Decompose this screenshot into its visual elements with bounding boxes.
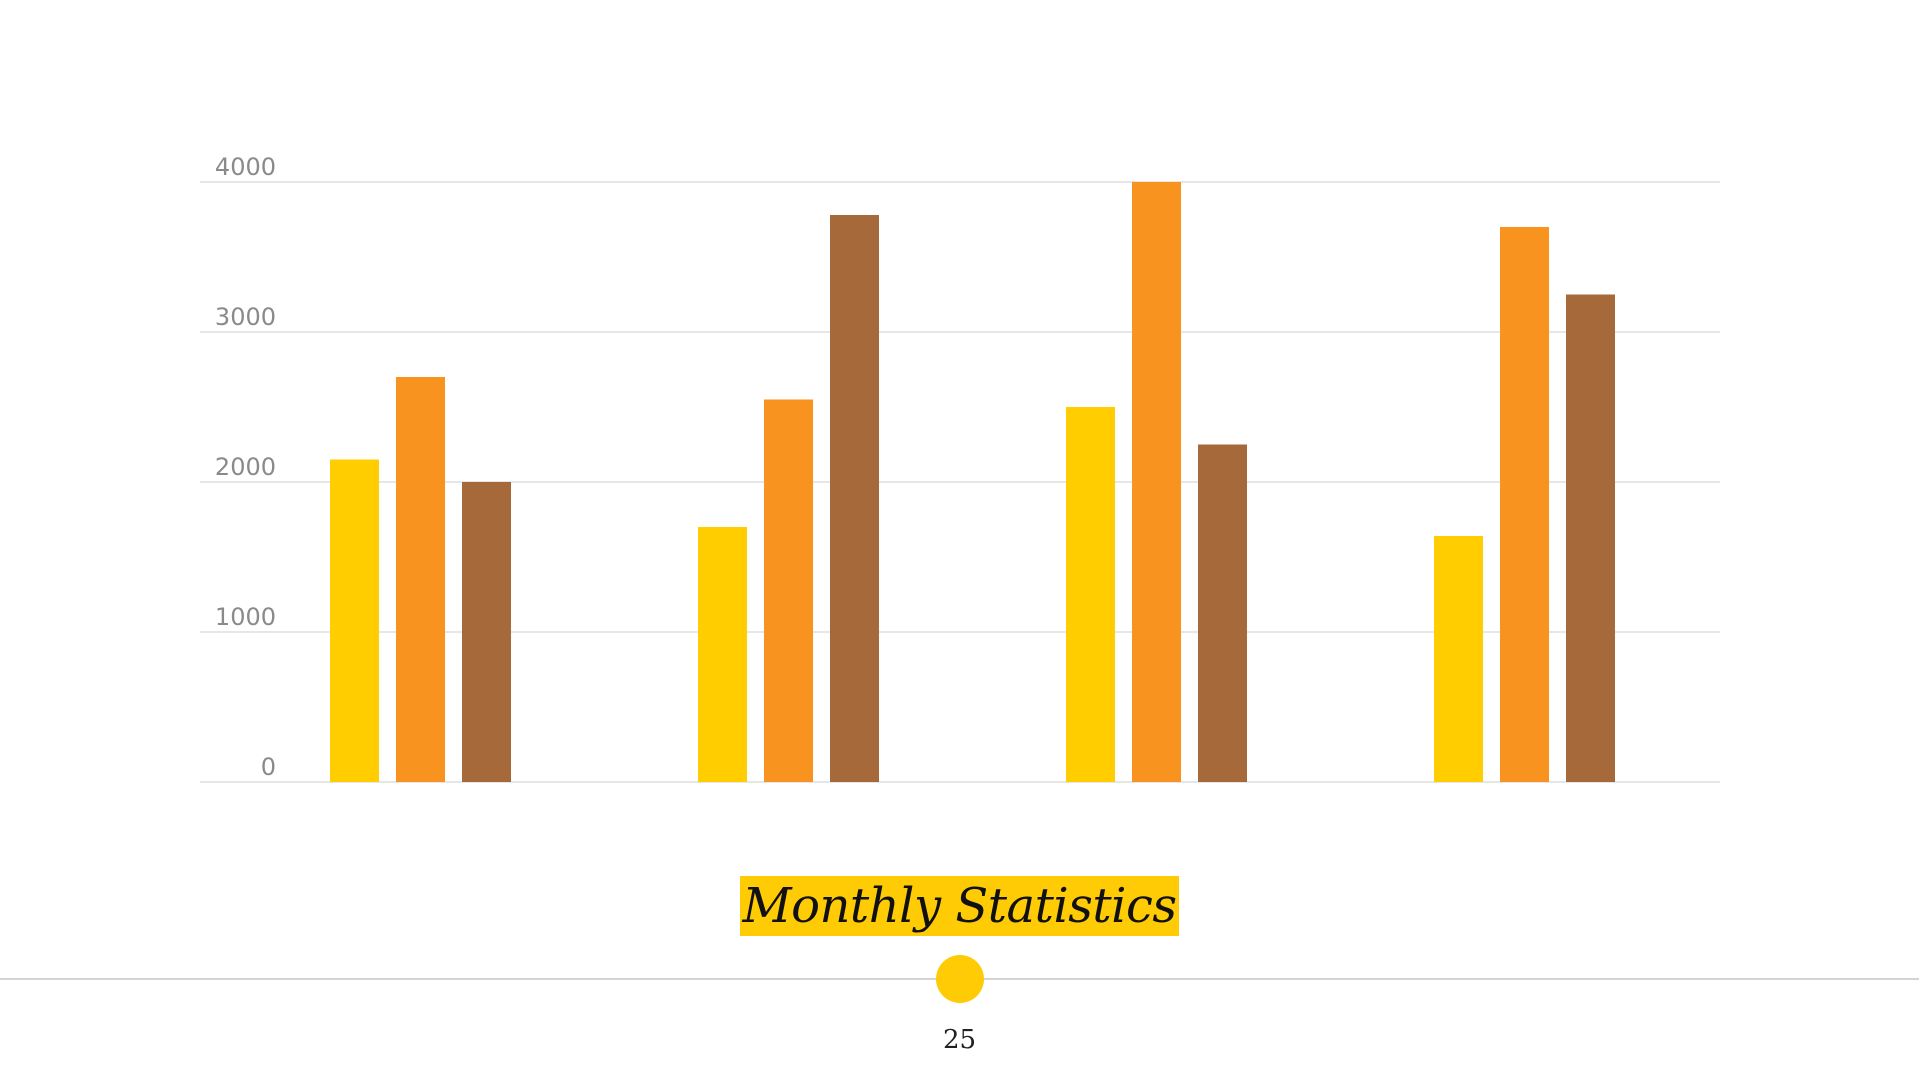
bar-series-1-group-4 [1434,536,1483,782]
bar-series-3-group-4 [1566,294,1615,782]
bar-series-1-group-3 [1066,407,1115,782]
bar-series-3-group-1 [462,482,511,782]
bar-chart: 0 1000 2000 3000 4000 [200,153,1720,783]
bar-series-1-group-2 [698,527,747,782]
bar-series-1-group-1 [330,459,379,782]
slide-title: Monthly Statistics [740,876,1179,936]
bar-series [330,182,1615,782]
bar-series-3-group-3 [1198,444,1247,782]
y-tick-label: 2000 [215,453,276,481]
y-axis-tick-labels: 0 1000 2000 3000 4000 [215,153,276,781]
bar-series-2-group-4 [1500,227,1549,782]
bar-series-3-group-2 [830,215,879,782]
y-tick-label: 0 [261,753,276,781]
bar-series-2-group-1 [396,377,445,782]
y-tick-label: 1000 [215,603,276,631]
accent-dot [936,955,984,1003]
bar-series-2-group-2 [764,399,813,782]
y-tick-label: 3000 [215,303,276,331]
page-number: 25 [942,1025,977,1055]
y-tick-label: 4000 [215,153,276,181]
bar-series-2-group-3 [1132,182,1181,782]
